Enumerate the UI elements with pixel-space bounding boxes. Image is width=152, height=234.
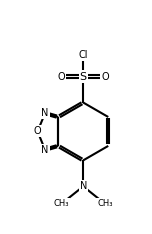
Text: Cl: Cl xyxy=(78,50,88,60)
Text: O: O xyxy=(101,72,109,81)
Text: CH₃: CH₃ xyxy=(54,199,69,208)
Text: N: N xyxy=(41,108,49,118)
Text: O: O xyxy=(34,126,41,136)
Text: N: N xyxy=(79,181,87,191)
Text: S: S xyxy=(80,72,87,81)
Text: O: O xyxy=(58,72,65,81)
Text: CH₃: CH₃ xyxy=(97,199,113,208)
Text: N: N xyxy=(41,145,49,155)
